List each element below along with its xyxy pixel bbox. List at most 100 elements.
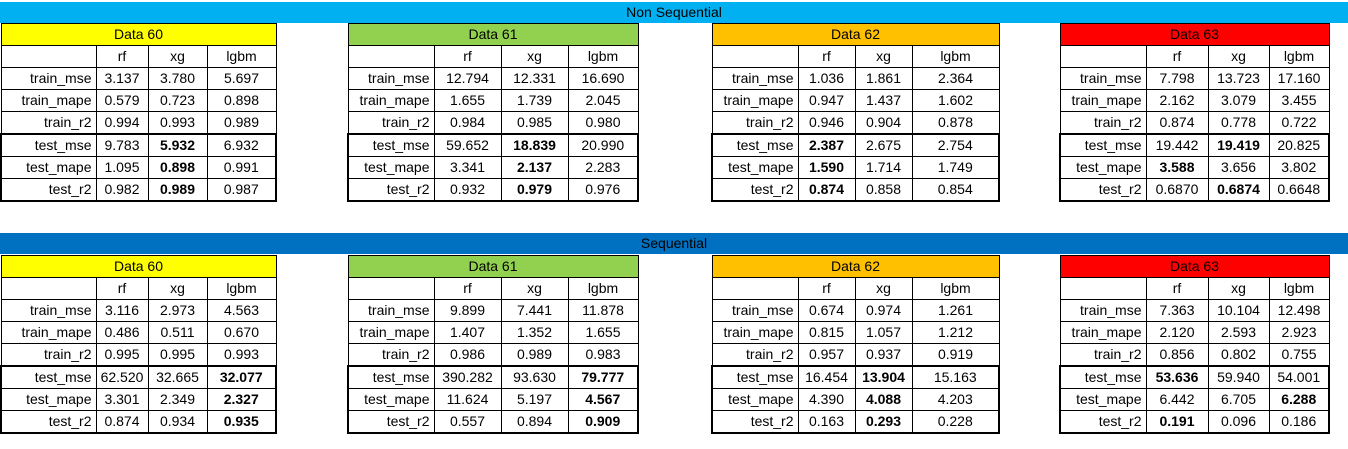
value-cell: 13.723 bbox=[1207, 67, 1270, 90]
row-label: test_r2 bbox=[1059, 410, 1147, 434]
value-cell: 0.991 bbox=[206, 156, 277, 179]
value-cell: 0.6870 bbox=[1145, 178, 1209, 202]
row-label: test_mse bbox=[0, 365, 97, 389]
value-cell: 2.120 bbox=[1145, 321, 1209, 344]
value-cell: 1.714 bbox=[854, 156, 913, 179]
value-cell: 1.057 bbox=[854, 321, 913, 344]
row-label: train_mse bbox=[0, 67, 97, 90]
results-table: Data 61 rf xg lgbm train_mse 12.794 12.331 16.6… bbox=[347, 23, 639, 202]
value-cell: 0.723 bbox=[147, 89, 208, 112]
value-cell: 0.976 bbox=[567, 178, 639, 202]
value-cell: 0.989 bbox=[500, 343, 569, 367]
column-header: lgbm bbox=[206, 45, 277, 68]
value-cell: 3.116 bbox=[95, 299, 149, 322]
row-label: test_mse bbox=[1059, 133, 1147, 157]
table-title: Data 60 bbox=[0, 255, 277, 278]
table-row: test_mape 11.624 5.197 4.567 bbox=[347, 388, 639, 411]
row-label: train_r2 bbox=[1059, 343, 1147, 367]
value-cell: 53.636 bbox=[1145, 365, 1209, 389]
value-cell: 3.137 bbox=[95, 67, 149, 90]
column-header: xg bbox=[1207, 45, 1270, 68]
value-cell: 0.898 bbox=[147, 156, 208, 179]
value-cell: 0.096 bbox=[1207, 410, 1270, 434]
table-row: train_mse 3.137 3.780 5.697 bbox=[0, 67, 277, 90]
value-cell: 3.780 bbox=[147, 67, 208, 90]
value-cell: 0.934 bbox=[147, 410, 208, 434]
value-cell: 9.899 bbox=[433, 299, 502, 322]
row-label: train_mape bbox=[347, 321, 435, 344]
corner-cell bbox=[711, 45, 799, 68]
table-row: test_mse 53.636 59.940 54.001 bbox=[1059, 365, 1330, 389]
corner-cell bbox=[0, 277, 97, 300]
sequential-banner: Sequential bbox=[0, 233, 1348, 254]
results-table: Data 60 rf xg lgbm train_mse 3.137 3.780 5.697 t… bbox=[0, 23, 277, 202]
row-label: test_mape bbox=[711, 388, 799, 411]
table-row: test_mse 16.454 13.904 15.163 bbox=[711, 365, 1000, 389]
value-cell: 0.856 bbox=[1145, 343, 1209, 367]
table-title: Data 62 bbox=[711, 255, 1000, 278]
row-label: train_mape bbox=[347, 89, 435, 112]
value-cell: 1.602 bbox=[911, 89, 1000, 112]
value-cell: 5.197 bbox=[500, 388, 569, 411]
value-cell: 0.854 bbox=[911, 178, 1000, 202]
row-label: test_mape bbox=[1059, 156, 1147, 179]
value-cell: 0.6874 bbox=[1207, 178, 1270, 202]
value-cell: 19.419 bbox=[1207, 133, 1270, 157]
value-cell: 0.974 bbox=[854, 299, 913, 322]
value-cell: 12.498 bbox=[1268, 299, 1330, 322]
value-cell: 59.652 bbox=[433, 133, 502, 157]
row-label: train_mape bbox=[711, 89, 799, 112]
table-row: test_mape 1.590 1.714 1.749 bbox=[711, 156, 1000, 179]
value-cell: 2.593 bbox=[1207, 321, 1270, 344]
row-label: train_mape bbox=[0, 321, 97, 344]
value-cell: 0.995 bbox=[147, 343, 208, 367]
value-cell: 0.228 bbox=[911, 410, 1000, 434]
value-cell: 2.162 bbox=[1145, 89, 1209, 112]
column-header: lgbm bbox=[567, 45, 639, 68]
table-row: train_r2 0.986 0.989 0.983 bbox=[347, 343, 639, 367]
table-row: train_mape 0.579 0.723 0.898 bbox=[0, 89, 277, 112]
value-cell: 0.993 bbox=[147, 111, 208, 135]
value-cell: 6.288 bbox=[1268, 388, 1330, 411]
table-row: test_r2 0.191 0.096 0.186 bbox=[1059, 410, 1330, 434]
value-cell: 1.749 bbox=[911, 156, 1000, 179]
row-label: train_mape bbox=[0, 89, 97, 112]
row-label: test_mse bbox=[711, 365, 799, 389]
table-title: Data 63 bbox=[1059, 255, 1330, 278]
value-cell: 3.455 bbox=[1268, 89, 1330, 112]
value-cell: 20.990 bbox=[567, 133, 639, 157]
column-header: lgbm bbox=[567, 277, 639, 300]
table-title: Data 63 bbox=[1059, 23, 1330, 46]
value-cell: 0.293 bbox=[854, 410, 913, 434]
value-cell: 1.036 bbox=[797, 67, 856, 90]
value-cell: 0.674 bbox=[797, 299, 856, 322]
value-cell: 0.993 bbox=[206, 343, 277, 367]
value-cell: 32.665 bbox=[147, 365, 208, 389]
column-header: lgbm bbox=[911, 45, 1000, 68]
row-label: train_mse bbox=[347, 67, 435, 90]
row-label: train_mse bbox=[711, 67, 799, 90]
table-row: train_mse 7.363 10.104 12.498 bbox=[1059, 299, 1330, 322]
table-row: train_r2 0.994 0.993 0.989 bbox=[0, 111, 277, 135]
results-table: Data 60 rf xg lgbm train_mse 3.116 2.973 4.563 t… bbox=[0, 255, 277, 434]
value-cell: 0.6648 bbox=[1268, 178, 1330, 202]
value-cell: 1.407 bbox=[433, 321, 502, 344]
column-header: xg bbox=[147, 277, 208, 300]
value-cell: 2.675 bbox=[854, 133, 913, 157]
row-label: test_mape bbox=[347, 156, 435, 179]
value-cell: 0.980 bbox=[567, 111, 639, 135]
value-cell: 5.697 bbox=[206, 67, 277, 90]
value-cell: 0.858 bbox=[854, 178, 913, 202]
table-row: test_mape 4.390 4.088 4.203 bbox=[711, 388, 1000, 411]
column-header: lgbm bbox=[911, 277, 1000, 300]
row-label: train_r2 bbox=[711, 343, 799, 367]
results-table: Data 61 rf xg lgbm train_mse 9.899 7.441 11.878… bbox=[347, 255, 639, 434]
table-row: train_r2 0.957 0.937 0.919 bbox=[711, 343, 1000, 367]
table-row: train_mape 0.815 1.057 1.212 bbox=[711, 321, 1000, 344]
table-row: train_mape 1.655 1.739 2.045 bbox=[347, 89, 639, 112]
table-row: test_mse 59.652 18.839 20.990 bbox=[347, 133, 639, 157]
results-table: Data 63 rf xg lgbm train_mse 7.363 10.104 12.49… bbox=[1059, 255, 1330, 434]
column-header: rf bbox=[1145, 277, 1209, 300]
row-label: train_mape bbox=[1059, 321, 1147, 344]
value-cell: 9.783 bbox=[95, 133, 149, 157]
